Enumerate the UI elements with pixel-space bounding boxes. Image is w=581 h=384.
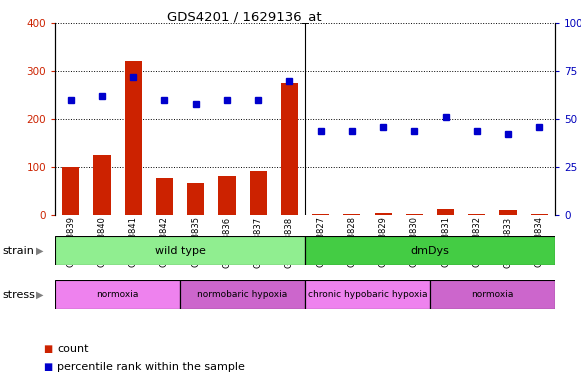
Text: wild type: wild type (155, 245, 206, 256)
Bar (305, 236, 555, 265)
Text: chronic hypobaric hypoxia: chronic hypobaric hypoxia (308, 290, 427, 299)
Text: strain: strain (3, 245, 35, 256)
Bar (375, 213, 392, 215)
Bar (343, 214, 360, 215)
Bar (55, 280, 180, 309)
Text: count: count (57, 344, 88, 354)
Bar (437, 209, 454, 215)
Bar (312, 214, 329, 215)
Text: GDS4201 / 1629136_at: GDS4201 / 1629136_at (167, 10, 321, 23)
Bar (55, 236, 305, 265)
Bar (62, 167, 80, 215)
Bar (125, 61, 142, 215)
Text: normoxia: normoxia (96, 290, 139, 299)
Text: ■: ■ (44, 362, 53, 372)
Bar (305, 280, 430, 309)
Text: normoxia: normoxia (471, 290, 514, 299)
Bar (530, 214, 548, 215)
Text: ■: ■ (44, 344, 53, 354)
Bar (187, 183, 205, 215)
Bar (250, 171, 267, 215)
Bar (281, 83, 298, 215)
Bar (94, 155, 110, 215)
Bar (156, 178, 173, 215)
Bar (468, 214, 485, 215)
Text: normobaric hypoxia: normobaric hypoxia (198, 290, 288, 299)
Text: ▶: ▶ (36, 245, 43, 256)
Bar (500, 210, 517, 215)
Bar (430, 280, 555, 309)
Text: stress: stress (3, 290, 36, 300)
Bar (406, 214, 423, 215)
Text: percentile rank within the sample: percentile rank within the sample (57, 362, 245, 372)
Text: ▶: ▶ (36, 290, 43, 300)
Text: dmDys: dmDys (411, 245, 449, 256)
Bar (218, 176, 235, 215)
Bar (180, 280, 305, 309)
